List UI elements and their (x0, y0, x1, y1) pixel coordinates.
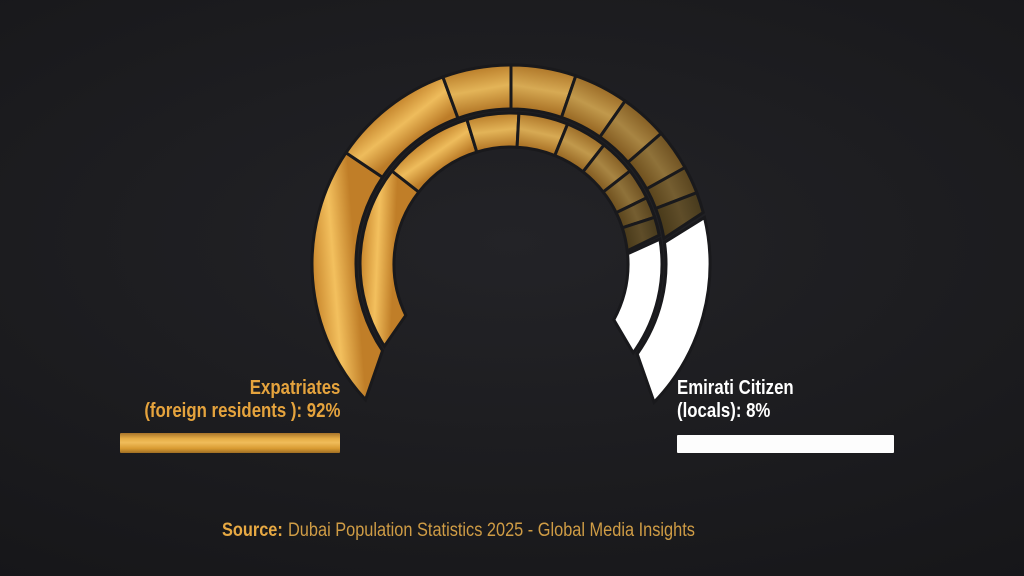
expatriates-label: Expatriates (foreign residents ): 92% (144, 377, 340, 422)
source-line: Source: Dubai Population Statistics 2025 … (222, 520, 695, 542)
expatriates-legend-bar (120, 433, 340, 453)
source-text: Dubai Population Statistics 2025 - Globa… (288, 520, 695, 541)
expatriates-label-line1: Expatriates (249, 377, 340, 399)
source-label: Source: (222, 520, 283, 541)
emirati-label-line1: Emirati Citizen (677, 377, 794, 399)
emirati-label: Emirati Citizen (locals): 8% (677, 377, 794, 422)
emirati-label-line2: (locals): 8% (677, 399, 771, 422)
emirati-legend-bar (677, 435, 894, 453)
expatriates-label-line2: (foreign residents ): 92% (143, 399, 340, 422)
